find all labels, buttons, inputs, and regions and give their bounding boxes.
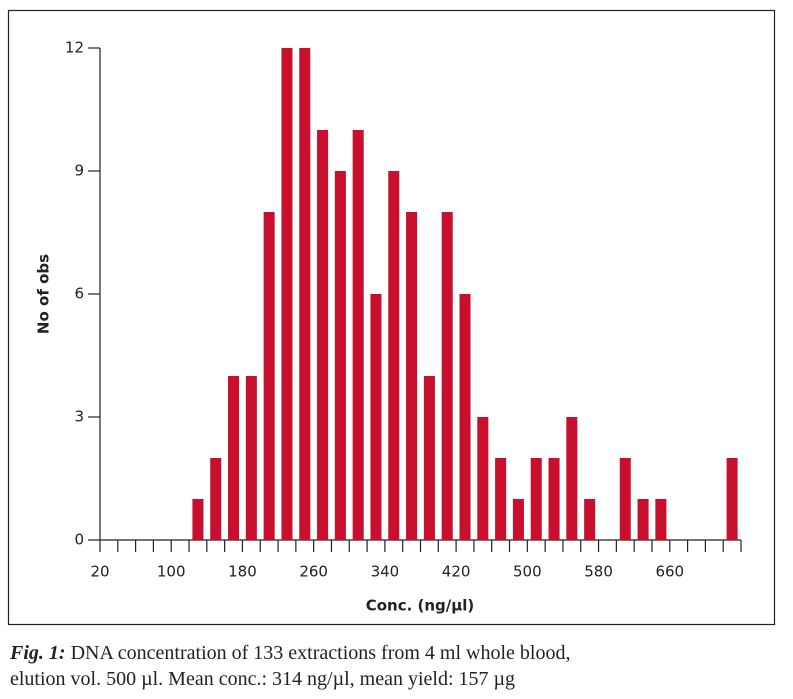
bar — [726, 458, 738, 540]
bar — [228, 376, 240, 540]
bar — [530, 458, 542, 540]
x-tick-label: 660 — [655, 563, 684, 581]
bar — [334, 171, 346, 540]
bar — [441, 212, 453, 540]
bar — [566, 417, 578, 540]
y-tick-label: 12 — [65, 39, 84, 57]
bar — [619, 458, 631, 540]
caption-text: elution vol. 500 µl. Mean conc.: 314 ng/… — [10, 668, 516, 690]
bar — [477, 417, 489, 540]
bar — [245, 376, 257, 540]
bar — [406, 212, 418, 540]
bar — [388, 171, 400, 540]
bar — [210, 458, 222, 540]
bar — [352, 130, 364, 540]
x-tick-label: 260 — [299, 563, 328, 581]
caption-label: Fig. 1: — [10, 642, 66, 664]
x-tick-label: 100 — [157, 563, 186, 581]
x-tick-label: 180 — [228, 563, 257, 581]
y-tick-label: 6 — [74, 285, 84, 303]
bar — [459, 294, 471, 540]
bar — [423, 376, 435, 540]
frame — [7, 9, 776, 626]
bar — [299, 48, 311, 540]
bar — [655, 499, 667, 540]
y-axis-label: No of obs — [35, 254, 53, 334]
bar — [637, 499, 649, 540]
x-tick-label: 420 — [442, 563, 471, 581]
bar — [281, 48, 293, 540]
bar — [495, 458, 507, 540]
y-tick-label: 0 — [74, 531, 84, 549]
x-tick-label: 20 — [90, 563, 109, 581]
x-tick-label: 580 — [584, 563, 613, 581]
x-tick-label: 340 — [371, 563, 400, 581]
caption-text: DNA concentration of 133 extractions fro… — [70, 642, 571, 664]
y-tick-label: 3 — [74, 408, 84, 426]
bar — [548, 458, 560, 540]
bar — [584, 499, 596, 540]
bar — [192, 499, 204, 540]
y-tick-label: 9 — [74, 162, 84, 180]
bar — [370, 294, 382, 540]
chart: Conc. (ng/µl) No of obs 0 3 6 9 12 20 100 180 26… — [7, 9, 776, 626]
bar — [263, 212, 275, 540]
caption-line: Fig. 1: DNA concentration of 133 extract… — [10, 640, 570, 666]
x-axis-label: Conc. (ng/µl) — [366, 597, 475, 615]
x-tick-label: 500 — [513, 563, 542, 581]
bar — [317, 130, 329, 540]
bar — [512, 499, 524, 540]
